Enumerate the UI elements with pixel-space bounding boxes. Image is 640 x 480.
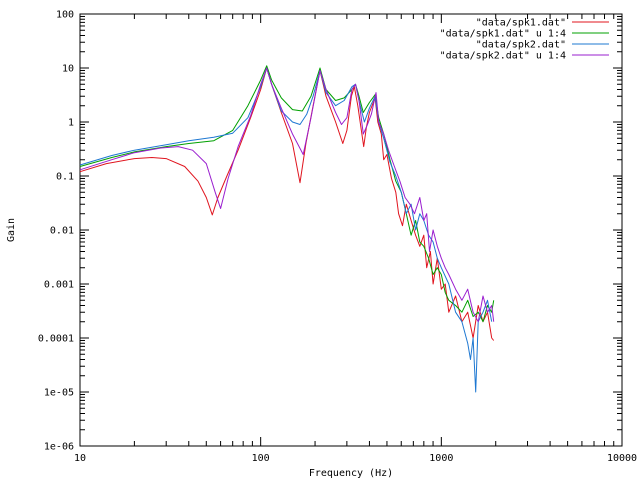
y-tick-label: 1e-05 <box>44 388 74 399</box>
y-tick-label: 0.0001 <box>38 334 74 345</box>
y-tick-label: 0.01 <box>50 226 74 237</box>
y-axis-label: Gain <box>6 218 17 242</box>
series-line-3 <box>79 67 493 393</box>
legend: "data/spk1.dat""data/spk1.dat" u 1:4"dat… <box>440 18 609 62</box>
y-tick-label: 0.001 <box>44 280 74 291</box>
axis-ticks <box>79 13 623 447</box>
series-lines <box>79 65 495 393</box>
legend-label: "data/spk2.dat" <box>476 40 566 51</box>
y-tick-label: 1 <box>68 118 74 129</box>
x-tick-label: 10 <box>74 453 86 464</box>
series-line-1 <box>79 67 495 341</box>
y-tick-label: 1e-06 <box>44 442 74 453</box>
plot-border <box>79 13 623 447</box>
axis-tick-labels: 10 100 1000 10000 100 10 1 0.1 0.01 0.001 0.0001 1e… <box>38 10 637 465</box>
legend-label: "data/spk2.dat" u 1:4 <box>440 51 566 62</box>
legend-label: "data/spk1.dat" <box>476 18 566 29</box>
x-tick-label: 100 <box>252 453 270 464</box>
x-axis-label: Frequency (Hz) <box>309 468 393 479</box>
x-tick-label: 10000 <box>607 453 637 464</box>
x-tick-label: 1000 <box>429 453 453 464</box>
legend-label: "data/spk1.dat" u 1:4 <box>440 29 566 40</box>
y-tick-label: 0.1 <box>56 172 74 183</box>
y-tick-label: 10 <box>62 64 74 75</box>
series-line-4 <box>79 67 495 323</box>
y-tick-label: 100 <box>56 10 74 21</box>
series-line-2 <box>79 65 495 323</box>
